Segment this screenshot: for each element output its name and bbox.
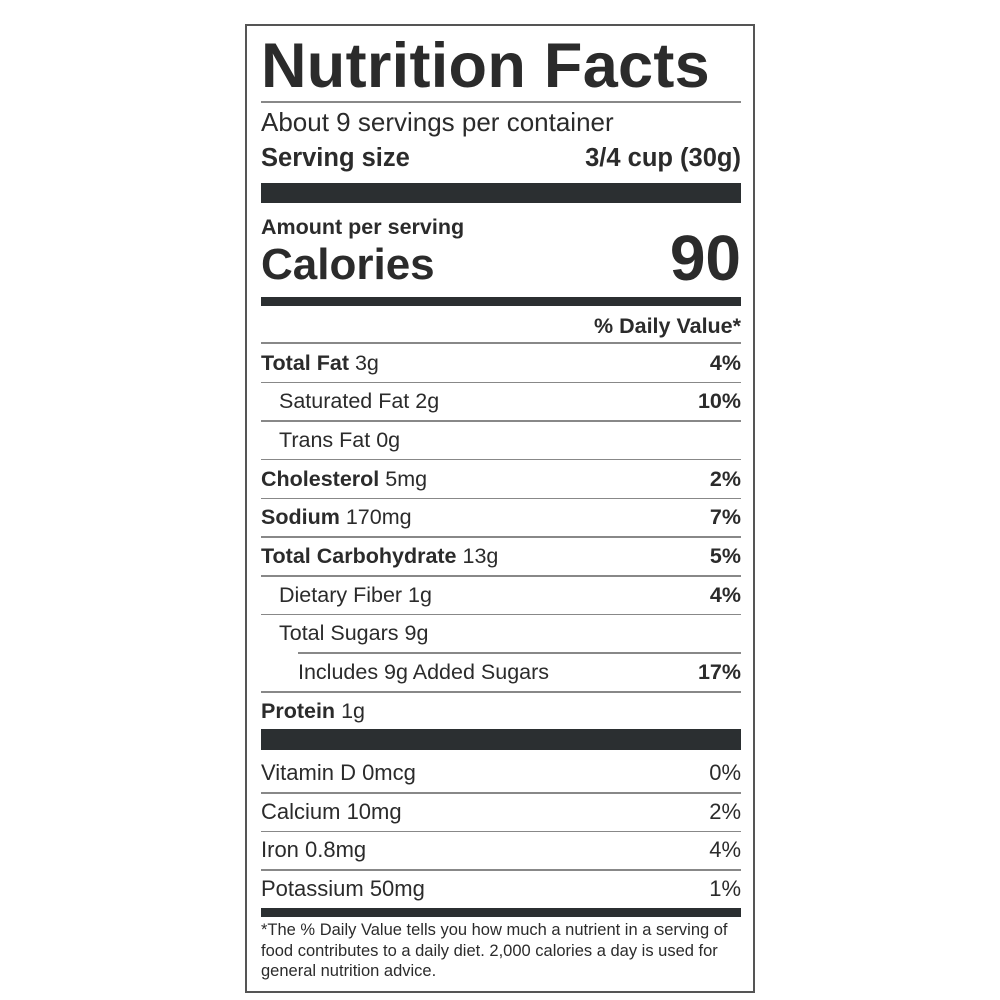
vitamin-daily-value: 1% [709,876,741,902]
divider [261,536,741,538]
divider [261,101,741,103]
nutrient-daily-value: 10% [697,389,741,414]
divider [261,420,741,422]
nutrient-amount: 170mg [345,505,412,530]
nutrient-row: Total Fat 3g 4% [261,344,741,382]
serving-size-label: Serving size [261,144,410,172]
nutrient-row: Protein 1g [261,692,741,730]
divider [261,792,741,794]
calories-value: 90 [669,222,741,294]
nutrient-name: Total Fat [261,350,349,375]
nutrient-amount: 1g [341,698,365,723]
medium-divider [261,908,741,917]
thick-divider [261,183,741,203]
nutrient-name: Cholesterol [261,466,380,491]
nutrient-daily-value: 2% [709,466,741,491]
nutrient-row: Sodium 170mg 7% [261,499,741,537]
nutrient-amount: 1g [408,582,432,607]
nutrient-label: Total Fat 3g [261,351,379,376]
nutrient-daily-value: 17% [697,660,741,685]
divider [298,652,741,654]
servings-per-container: About 9 servings per container [261,107,614,137]
vitamin-label: Potassium 50mg [261,876,425,902]
vitamin-row: Vitamin D 0mcg 0% [261,754,741,792]
calories-label: Calories [261,240,435,289]
nutrient-row: Saturated Fat 2g 10% [261,383,741,421]
nutrition-facts-label: Nutrition Facts About 9 servings per con… [245,24,755,993]
nutrient-label: Total Carbohydrate 13g [261,544,498,569]
nutrient-row: Includes 9g Added Sugars 17% [261,654,741,692]
nutrient-amount: 3g [354,350,379,375]
nutrient-label: Total Sugars 9g [261,621,428,646]
divider [261,869,741,871]
nutrient-label: Trans Fat 0g [261,428,400,453]
vitamin-label: Vitamin D 0mcg [261,760,416,785]
divider [261,691,741,693]
divider [261,613,741,616]
serving-size-value: 3/4 cup (30g) [585,144,741,172]
nutrient-row: Dietary Fiber 1g 4% [261,576,741,614]
divider [261,458,741,461]
divider [261,830,741,833]
nutrient-name: Sodium [261,505,340,530]
vitamin-daily-value: 4% [709,837,741,863]
nutrient-daily-value: 4% [709,582,741,607]
label-title: Nutrition Facts [261,31,711,101]
nutrient-label: Includes 9g Added Sugars [261,660,549,685]
nutrient-amount: 9g [404,621,429,646]
vitamin-label: Iron 0.8mg [261,837,367,863]
nutrient-row: Trans Fat 0g [261,421,741,459]
divider [261,497,741,500]
nutrient-amount: 2g [415,389,440,414]
nutrient-label: Protein 1g [261,699,365,724]
nutrient-name: Includes 9g Added Sugars [298,660,550,685]
nutrient-label: Sodium 170mg [261,505,412,530]
nutrient-label: Dietary Fiber 1g [261,583,432,608]
divider [261,575,741,577]
vitamin-daily-value: 0% [709,760,741,785]
nutrient-name: Protein [261,698,336,723]
vitamin-daily-value: 2% [709,798,741,824]
nutrient-daily-value: 7% [709,505,741,530]
vitamin-row: Potassium 50mg 1% [261,870,741,908]
medium-divider [261,297,741,306]
serving-size-row: Serving size 3/4 cup (30g) [261,142,741,174]
divider [261,342,741,344]
nutrient-amount: 5mg [385,466,428,491]
divider [261,381,741,383]
nutrient-row: Cholesterol 5mg 2% [261,460,741,498]
nutrient-amount: 0g [376,427,401,452]
nutrient-name: Saturated Fat [279,389,410,414]
nutrient-daily-value: 5% [709,544,741,568]
nutrient-label: Saturated Fat 2g [261,389,439,414]
nutrient-name: Total Carbohydrate [261,544,457,568]
nutrient-row: Total Sugars 9g [261,615,741,653]
vitamin-label: Calcium 10mg [261,798,402,824]
nutrient-daily-value: 4% [709,350,741,375]
vitamin-row: Iron 0.8mg 4% [261,831,741,869]
nutrient-name: Trans Fat [279,427,371,452]
calories-row: Calories 90 [261,226,741,290]
nutrient-row: Total Carbohydrate 13g 5% [261,538,741,576]
vitamin-row: Calcium 10mg 2% [261,793,741,831]
thick-divider [261,729,741,750]
amount-per-serving: Amount per serving [261,215,465,239]
nutrient-name: Total Sugars [279,621,399,646]
footnote: *The % Daily Value tells you how much a … [261,921,728,980]
nutrient-label: Cholesterol 5mg [261,467,427,492]
daily-value-header: % Daily Value* [594,314,741,338]
nutrient-name: Dietary Fiber [279,582,403,607]
nutrient-amount: 13g [462,544,499,568]
